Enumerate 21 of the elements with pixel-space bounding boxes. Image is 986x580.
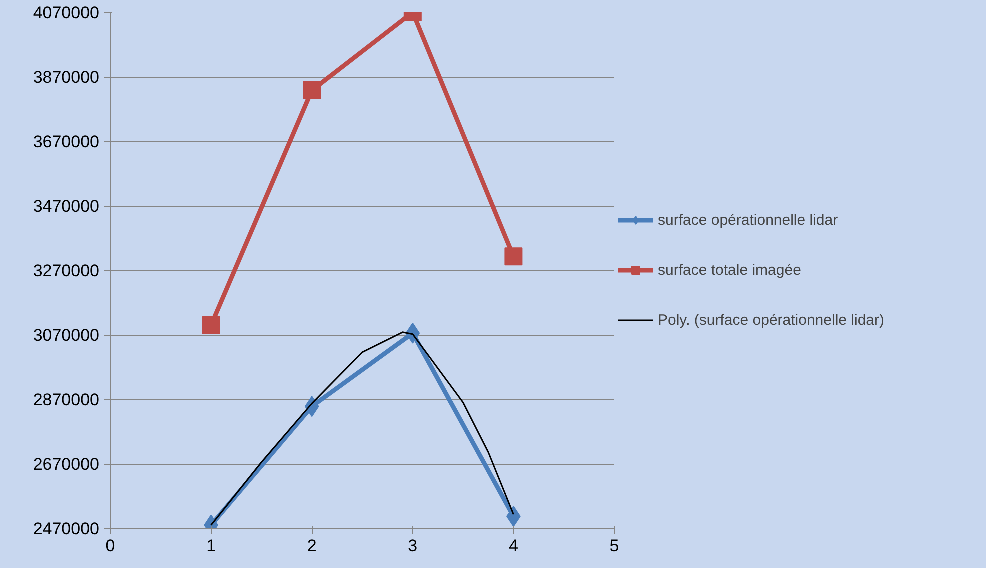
point: [202, 316, 220, 334]
y-tick-label: 2670000: [33, 455, 100, 474]
x-tick-label: 0: [106, 536, 116, 556]
x-tick-label: 4: [508, 536, 518, 556]
x-tick-label: 5: [610, 536, 620, 556]
legend-label: surface opérationnelle lidar: [658, 212, 838, 228]
y-tick-label: 3070000: [33, 326, 100, 345]
x-tick-label: 1: [206, 536, 216, 556]
y-tick-label: 3270000: [33, 262, 100, 280]
y-tick-label: 3670000: [33, 132, 100, 152]
y-tick-label: 2870000: [33, 390, 100, 410]
x-tick-label: 2: [307, 536, 317, 556]
point: [504, 248, 523, 266]
point: [303, 82, 322, 100]
legend-label: Poly. (surface opérationnelle lidar): [658, 312, 885, 328]
y-tick-label: 4070000: [33, 4, 100, 22]
y-tick-label: 2470000: [33, 520, 100, 538]
x-tick-label: 3: [408, 536, 418, 556]
y-tick-label: 3470000: [33, 197, 100, 216]
y-tick-label: 3870000: [33, 68, 100, 87]
legend-label: surface totale imagée: [658, 262, 802, 278]
